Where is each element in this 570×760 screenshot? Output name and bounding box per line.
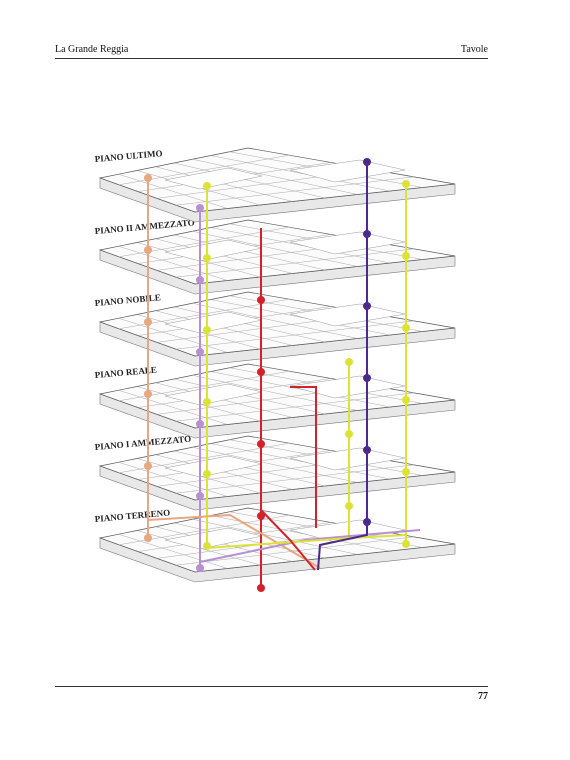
page-number: 77	[478, 691, 488, 702]
header-rule	[55, 58, 488, 59]
floor-slab: PIANO NOBILE	[94, 291, 456, 367]
stair-node	[203, 254, 211, 262]
stair-node	[144, 390, 152, 398]
stair-node	[345, 430, 353, 438]
stair-node	[196, 492, 204, 500]
stair-node	[196, 204, 204, 212]
plan-line	[118, 534, 228, 569]
stair-node	[402, 252, 410, 260]
floor-slab: PIANO II AMMEZZATO	[94, 217, 456, 295]
route	[317, 515, 368, 571]
route	[147, 513, 321, 569]
floor-label: PIANO ULTIMO	[94, 148, 163, 164]
stair-node	[144, 174, 152, 182]
plan-line	[210, 299, 391, 336]
courtyard	[164, 167, 263, 190]
section-title: Tavole	[460, 44, 488, 55]
stair-node	[203, 470, 211, 478]
stair-node	[402, 540, 410, 548]
stair-node	[196, 348, 204, 356]
slab-top	[98, 147, 456, 213]
plan-line	[192, 159, 358, 195]
plan-line	[210, 371, 391, 408]
slab-top	[98, 435, 456, 501]
plan-line	[175, 176, 414, 206]
plan-line	[173, 162, 326, 199]
stair-node	[257, 512, 265, 520]
stair-node	[257, 296, 265, 304]
stair-node	[257, 440, 265, 448]
stair-node	[196, 276, 204, 284]
stair-node	[402, 324, 410, 332]
stair-node	[196, 564, 204, 572]
stair-node	[363, 302, 371, 310]
plan-line	[210, 155, 391, 192]
stair-node	[144, 534, 152, 542]
stair-node	[345, 502, 353, 510]
slab-top	[98, 507, 456, 573]
plan-line	[192, 231, 358, 267]
plan-line	[118, 174, 228, 209]
floor-label: PIANO I AMMEZZATO	[94, 434, 191, 452]
slab-top	[98, 219, 456, 285]
plan-line	[210, 443, 391, 480]
plan-line	[118, 318, 228, 353]
stair-node	[363, 446, 371, 454]
plan-line	[118, 390, 228, 425]
plan-line	[118, 246, 228, 281]
stair-node	[402, 180, 410, 188]
footer-rule	[55, 686, 488, 687]
route	[290, 386, 317, 528]
plan-line	[192, 303, 358, 339]
plan-line	[192, 519, 358, 555]
plan-line	[192, 447, 358, 483]
stair-node	[144, 246, 152, 254]
stair-node	[196, 420, 204, 428]
stair-node	[144, 462, 152, 470]
running-title: La Grande Reggia	[55, 44, 129, 55]
floor-slab: PIANO ULTIMO	[94, 147, 456, 223]
plan-line	[175, 248, 414, 278]
stair-node	[203, 326, 211, 334]
stair-node	[203, 182, 211, 190]
slab-top	[98, 291, 456, 357]
stair-node	[402, 468, 410, 476]
plan-line	[175, 464, 414, 494]
slab-top	[98, 363, 456, 429]
stair-node	[363, 158, 371, 166]
floor-label: PIANO TERRENO	[94, 507, 170, 524]
stair-node	[345, 358, 353, 366]
courtyard	[289, 159, 406, 183]
plan-line	[118, 462, 228, 497]
plan-line	[175, 536, 414, 566]
stair-node	[257, 368, 265, 376]
stair-node	[363, 230, 371, 238]
plan-line	[192, 375, 358, 411]
stair-node	[363, 374, 371, 382]
route	[260, 509, 316, 571]
floor-label: PIANO II AMMEZZATO	[94, 217, 195, 236]
stair-node	[257, 584, 265, 592]
stair-node	[144, 318, 152, 326]
floor-slab: PIANO REALE	[94, 363, 456, 439]
plan-line	[175, 392, 414, 422]
stair-node	[203, 398, 211, 406]
plan-line	[210, 227, 391, 264]
floor-label: PIANO NOBILE	[94, 292, 161, 308]
stair-node	[402, 396, 410, 404]
plan-line	[175, 320, 414, 350]
route	[199, 529, 421, 563]
